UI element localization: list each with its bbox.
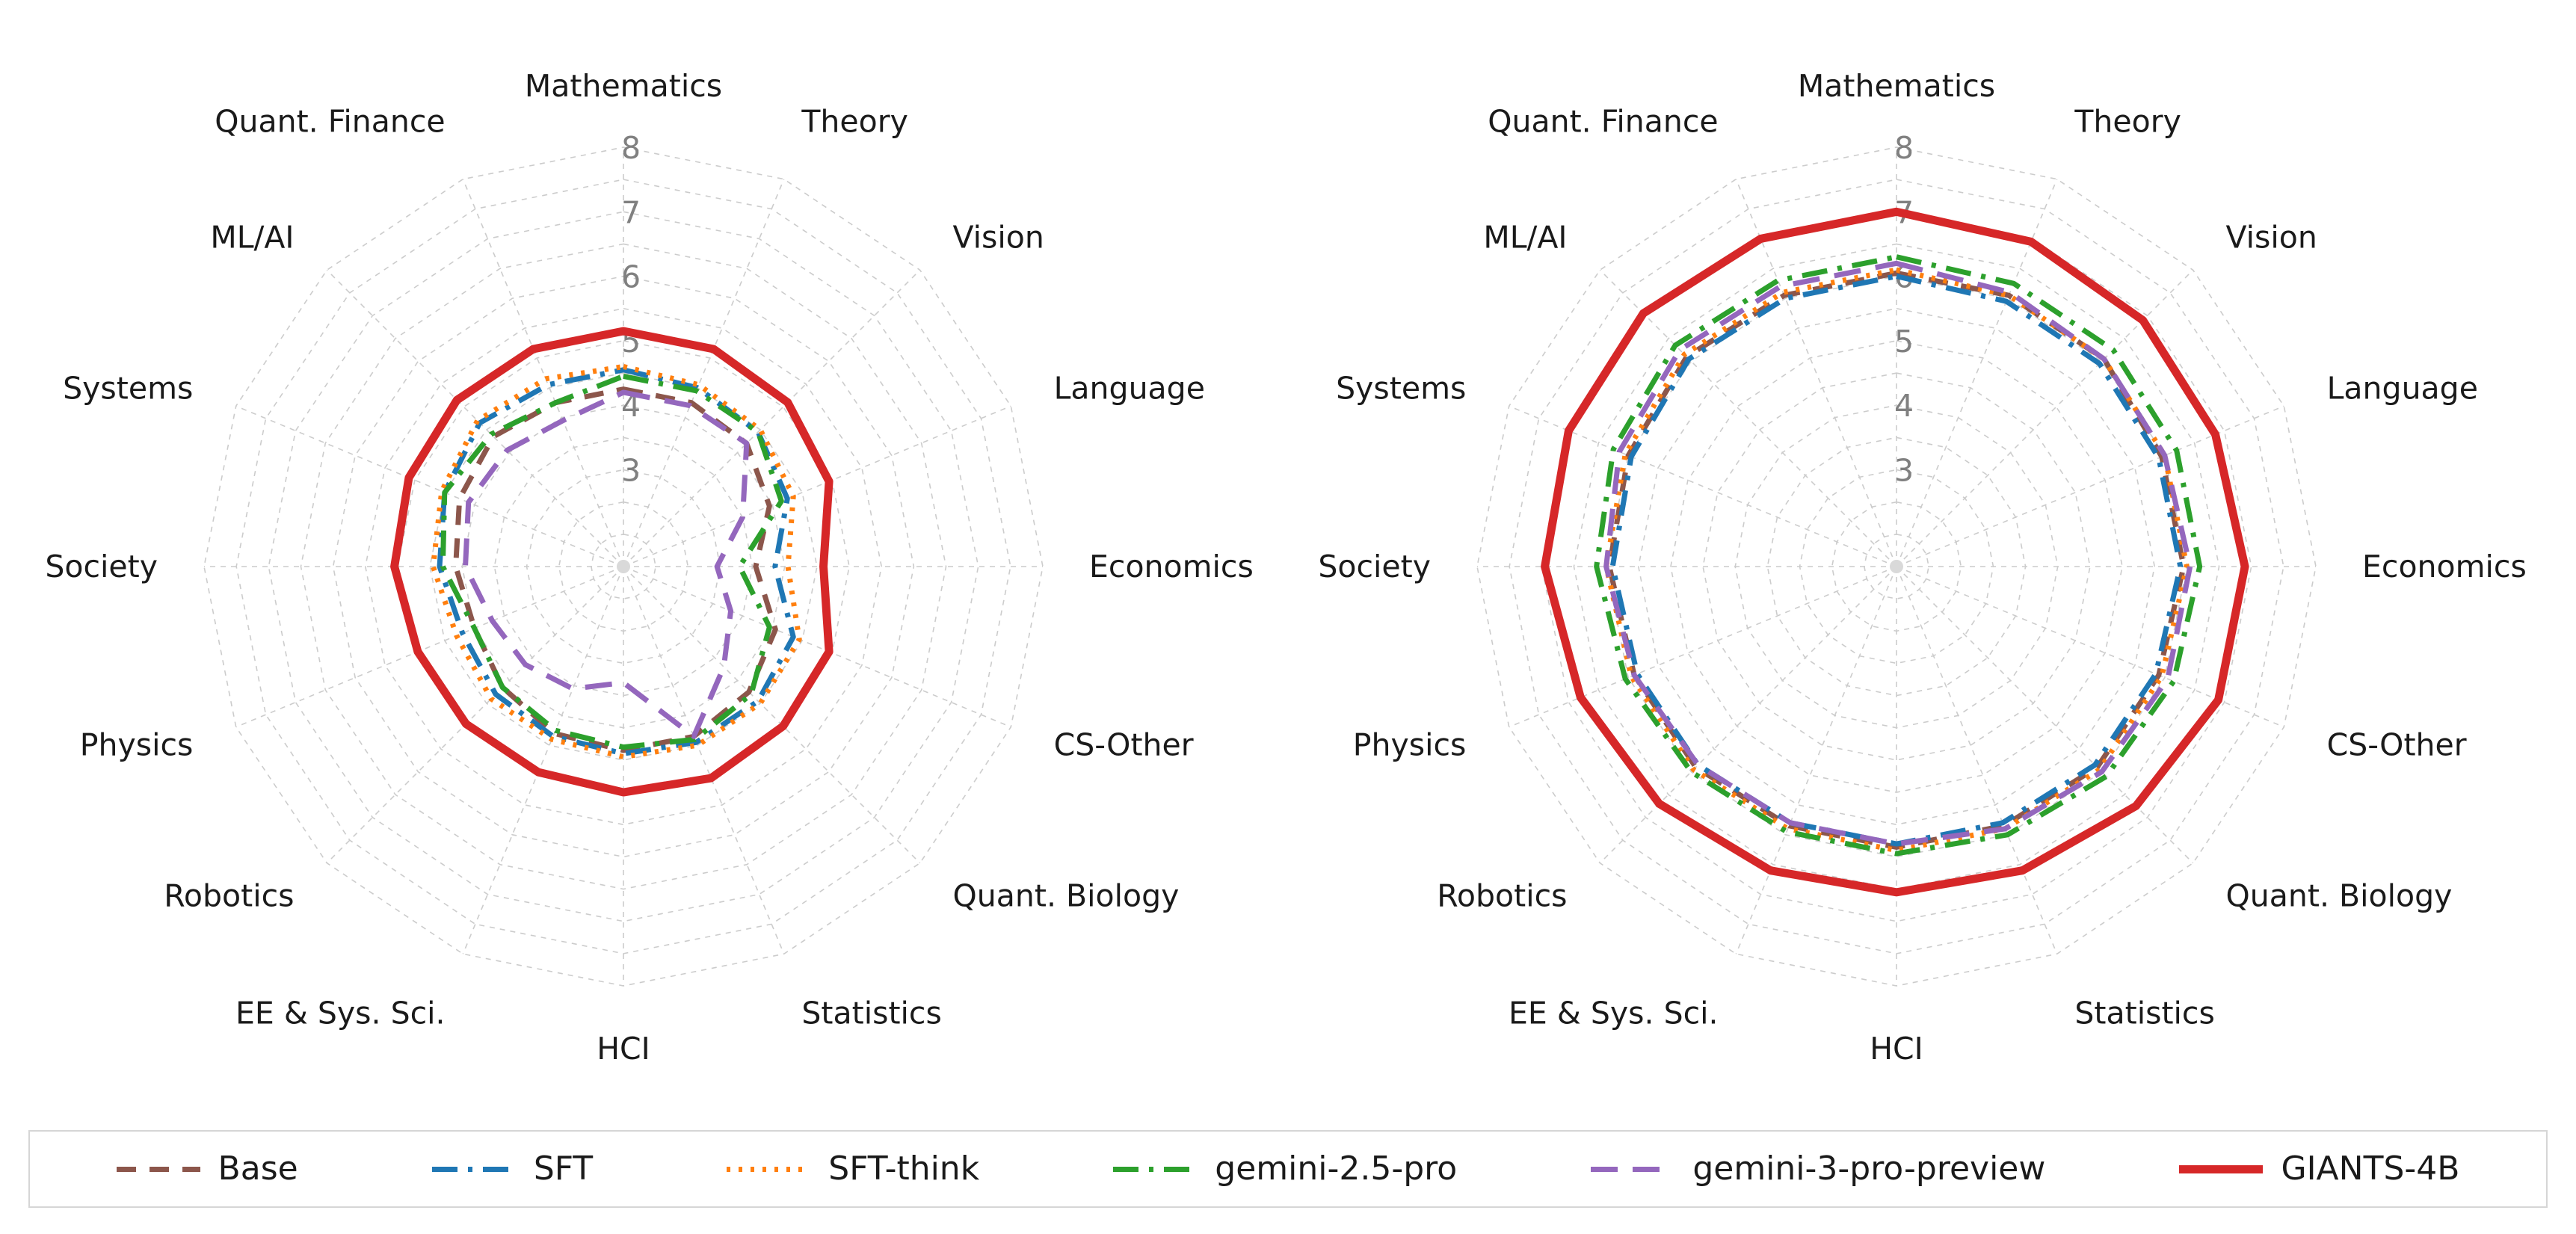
legend-item-base[interactable]: Base [116,1150,298,1188]
axis-label-language: Language [2327,371,2478,407]
tick-label: 5 [1894,324,1914,360]
legend-line-swatch [116,1166,200,1172]
legend-line-swatch [2179,1164,2264,1173]
series-line-gemini-3-pro-preview [1603,260,2193,847]
series-line-giants-4b [390,327,833,797]
axis-label-hci: HCI [597,1031,650,1067]
legend-item-giants-4b[interactable]: GIANTS-4B [2179,1153,2459,1185]
tick-label: 8 [1894,130,1914,166]
series-line-gemini-3-pro-preview [463,389,750,739]
series-line-giants-4b [1541,207,2249,897]
axis-label-systems: Systems [63,371,193,407]
radar-panel-right: 3 4 5 6 7 8 Mathematics Theory Vision Language Eco… [1288,0,2576,1106]
axis-label-statistics: Statistics [801,996,941,1031]
legend-label: gemini-3-pro-preview [1692,1150,2046,1188]
legend-line-swatch [431,1166,516,1172]
series-line-gemini-2-5-pro [1594,254,2203,857]
series-line-gemini-2-5-pro [440,373,784,750]
series-line-sft [1609,274,2184,847]
chart-legend: Base SFT SFT-think gemini-2.5-pro gemini-3-p… [28,1130,2548,1208]
axis-label-robotics: Robotics [1437,878,1567,914]
axis-label-cs-other: CS-Other [1054,726,1194,762]
tick-label: 3 [1894,453,1914,489]
legend-label: SFT-think [828,1150,980,1188]
axis-label-ee-sys-sci: EE & Sys. Sci. [235,996,446,1031]
axis-label-society: Society [1318,549,1431,584]
series-line-base [453,386,778,753]
series-line-sft [437,367,796,756]
axis-label-robotics: Robotics [164,878,294,914]
axis-label-physics: Physics [1353,726,1467,762]
legend-item-gemini-3-pro-preview[interactable]: gemini-3-pro-preview [1591,1153,2045,1185]
axis-label-theory: Theory [2074,103,2181,139]
axis-label-ml-ai: ML/AI [1483,220,1567,256]
tick-label: 7 [621,194,641,230]
tick-label: 6 [621,259,641,295]
legend-label: SFT [533,1150,594,1188]
legend-label: Base [218,1150,298,1188]
axis-label-vision: Vision [953,220,1044,256]
axis-label-economics: Economics [2362,549,2527,584]
axis-label-society: Society [45,549,158,584]
legend-item-sft-think[interactable]: SFT-think [727,1153,979,1185]
legend-line-swatch [1113,1166,1198,1172]
axis-label-physics: Physics [80,726,194,762]
axis-label-ml-ai: ML/AI [210,220,294,256]
axis-label-quant-finance: Quant. Finance [1488,103,1718,139]
tick-label: 4 [1894,388,1914,424]
axis-label-cs-other: CS-Other [2327,726,2467,762]
axis-label-vision: Vision [2226,220,2317,256]
axis-label-systems: Systems [1336,371,1466,407]
radar-chart-left: 345678MathematicsTheoryVisionLanguageEco… [45,68,1253,1067]
axis-label-language: Language [1054,371,1205,407]
legend-line-swatch [727,1166,811,1172]
radar-series-group [1541,207,2249,897]
legend-label: gemini-2.5-pro [1215,1150,1458,1188]
radar-chart-right: 345678MathematicsTheoryVisionLanguageEco… [1318,68,2526,1067]
radar-panel-left: 3 4 5 6 7 8 Mathematics Theory Vision Language Eco… [0,0,1288,1106]
legend-item-sft[interactable]: SFT [431,1150,594,1188]
legend-line-swatch [1591,1166,1675,1172]
axis-category-labels: Mathematics Theory Vision Language Economics… [1318,68,2526,1067]
axis-label-mathematics: Mathematics [525,68,722,104]
axis-label-hci: HCI [1870,1031,1923,1067]
radar-series-group [390,327,833,797]
axis-label-quant-finance: Quant. Finance [215,103,445,139]
tick-label: 3 [621,453,641,489]
axis-label-quant-biology: Quant. Biology [953,878,1180,914]
axis-label-economics: Economics [1089,549,1254,584]
tick-label: 8 [621,130,641,166]
axis-category-labels: Mathematics Theory Vision Language Economics… [45,68,1253,1067]
axis-label-ee-sys-sci: EE & Sys. Sci. [1509,996,1719,1031]
axis-label-theory: Theory [801,103,908,139]
legend-label: GIANTS-4B [2281,1150,2460,1188]
axis-label-mathematics: Mathematics [1798,68,1995,104]
axis-label-statistics: Statistics [2074,996,2214,1031]
axis-label-quant-biology: Quant. Biology [2226,878,2453,914]
legend-item-gemini-2-5-pro[interactable]: gemini-2.5-pro [1113,1153,1457,1185]
